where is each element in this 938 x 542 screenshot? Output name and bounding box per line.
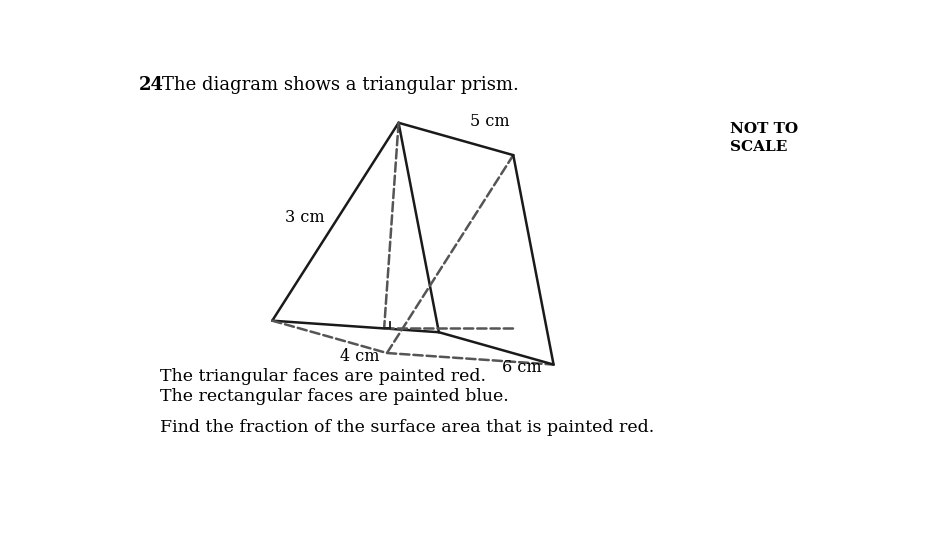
Text: NOT TO
SCALE: NOT TO SCALE: [730, 122, 797, 154]
Text: 3 cm: 3 cm: [285, 209, 325, 227]
Text: 5 cm: 5 cm: [470, 113, 509, 130]
Text: Find the fraction of the surface area that is painted red.: Find the fraction of the surface area th…: [159, 420, 654, 436]
Text: The rectangular faces are painted blue.: The rectangular faces are painted blue.: [159, 389, 508, 405]
Text: 6 cm: 6 cm: [503, 359, 542, 376]
Text: The diagram shows a triangular prism.: The diagram shows a triangular prism.: [162, 76, 519, 94]
Text: 24: 24: [139, 76, 164, 94]
Text: 4 cm: 4 cm: [340, 348, 379, 365]
Text: The triangular faces are painted red.: The triangular faces are painted red.: [159, 369, 486, 385]
